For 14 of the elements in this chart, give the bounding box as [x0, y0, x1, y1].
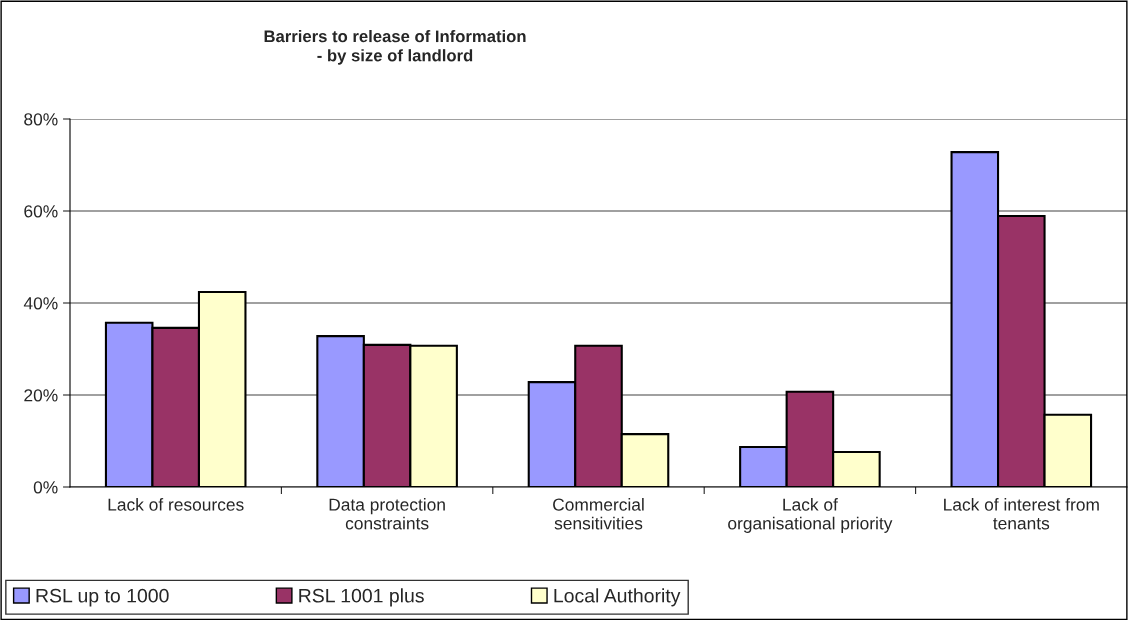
y-tick-label: 20%: [24, 389, 58, 402]
legend-label: RSL up to 1000: [36, 588, 169, 607]
x-tick-label: Lack of interest from tenants: [944, 498, 1099, 530]
y-tick-label: 80%: [24, 113, 58, 126]
y-tick-label: 0%: [33, 481, 58, 494]
y-tick-label: 40%: [23, 297, 58, 310]
x-tick-label: Data protection constraints: [329, 498, 445, 530]
legend-label: RSL 1001 plus: [299, 588, 424, 607]
legend-label: Local Authority: [554, 588, 681, 607]
x-tick-label: Commercial sensitivities: [553, 498, 644, 530]
y-tick-label: 60%: [24, 205, 58, 218]
x-tick-label: Lack of resources: [108, 498, 244, 511]
chart-title: Barriers to release of Information - by size of landlord: [264, 30, 526, 65]
x-tick-label: Lack of organisational priority: [728, 498, 893, 533]
